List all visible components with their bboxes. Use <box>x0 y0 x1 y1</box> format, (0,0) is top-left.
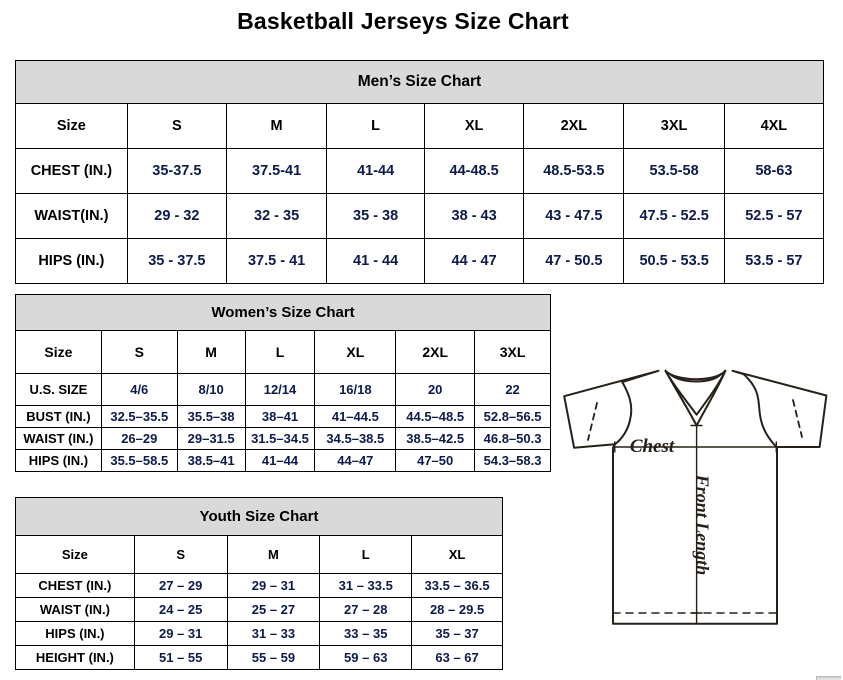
svg-text:Chest: Chest <box>630 436 675 457</box>
svg-text:Front Length: Front Length <box>693 474 713 576</box>
